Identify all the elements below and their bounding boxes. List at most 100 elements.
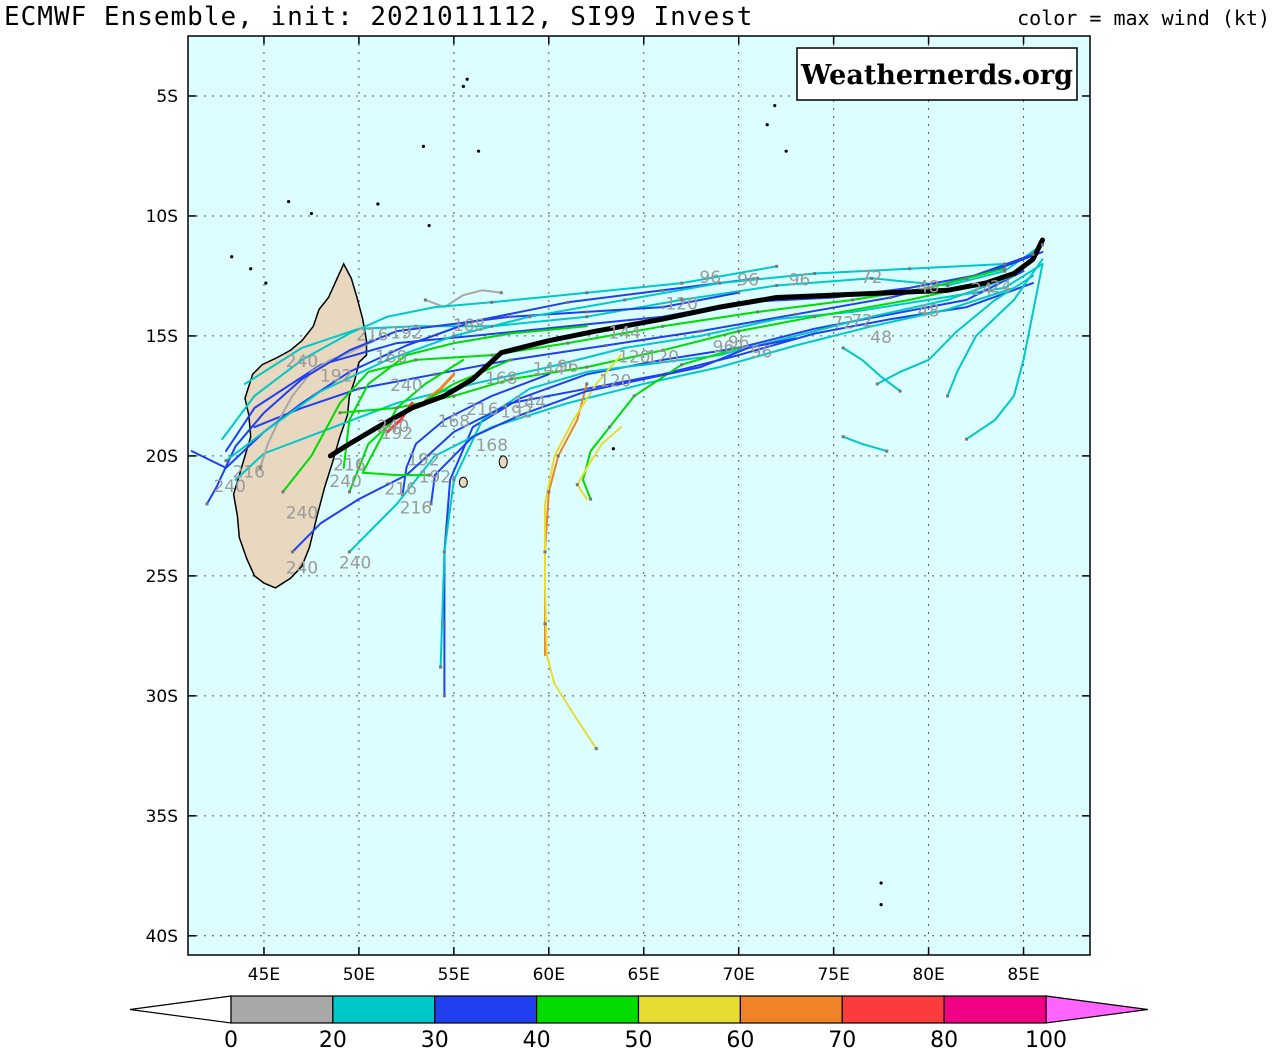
track-waypoint bbox=[414, 324, 418, 328]
forecast-hour-label: 240 bbox=[377, 417, 409, 437]
island bbox=[287, 199, 291, 204]
track-waypoint bbox=[585, 365, 589, 369]
track-waypoint bbox=[775, 284, 779, 288]
forecast-hour-label: 240 bbox=[286, 352, 318, 372]
ensemble-member-track bbox=[259, 339, 376, 469]
island bbox=[421, 144, 426, 148]
colorbar-bin bbox=[841, 995, 945, 1024]
lon-tick-label: 70E bbox=[723, 965, 755, 985]
track-waypoint bbox=[737, 291, 741, 295]
track-waypoint bbox=[927, 286, 931, 290]
forecast-hour-label: 240 bbox=[390, 376, 422, 396]
ensemble-member-track bbox=[225, 251, 1044, 453]
mauritius-island bbox=[498, 455, 508, 469]
track-waypoint bbox=[490, 324, 494, 328]
track-waypoint bbox=[528, 315, 532, 319]
track-waypoint bbox=[338, 411, 342, 415]
track-waypoint bbox=[1003, 262, 1007, 266]
colorbar-bin bbox=[332, 995, 436, 1024]
color-legend-caption: color = max wind (kt) bbox=[1017, 6, 1270, 30]
lat-tick-label: 25S bbox=[146, 567, 178, 587]
forecast-hour-label: 192 bbox=[407, 451, 439, 471]
ensemble-member-track bbox=[348, 286, 1015, 553]
ensemble-member-track bbox=[965, 263, 1044, 441]
lat-tick-label: 5S bbox=[156, 87, 178, 107]
forecast-hour-label: 72 bbox=[832, 314, 854, 334]
forecast-hour-label: 192 bbox=[500, 403, 532, 423]
ensemble-member-track bbox=[876, 274, 1034, 385]
forecast-hour-label: 120 bbox=[618, 347, 650, 367]
track-waypoint bbox=[889, 296, 893, 300]
track-waypoint bbox=[946, 284, 950, 288]
forecast-hour-label: 72 bbox=[861, 268, 883, 288]
watermark-box: Weathernerds.org bbox=[796, 47, 1078, 101]
forecast-hour-label: 96 bbox=[699, 268, 721, 288]
colorbar-label: 0 bbox=[224, 1028, 238, 1053]
ensemble-member-track bbox=[190, 277, 759, 469]
track-waypoint bbox=[813, 315, 817, 319]
track-waypoint bbox=[680, 363, 684, 367]
track-waypoint bbox=[433, 372, 437, 376]
colorbar-bin bbox=[434, 995, 538, 1024]
ensemble-member-track bbox=[342, 325, 588, 469]
island bbox=[784, 149, 788, 153]
forecast-hour-label: 48 bbox=[918, 302, 940, 322]
forecast-hour-label: 216 bbox=[384, 479, 416, 499]
ensemble-member-track bbox=[348, 358, 512, 493]
track-waypoint bbox=[414, 358, 418, 362]
colorbar-bin bbox=[637, 995, 741, 1024]
map-title: ECMWF Ensemble, init: 2021011112, SI99 I… bbox=[4, 2, 754, 32]
track-waypoint bbox=[1003, 269, 1007, 273]
track-waypoint bbox=[604, 344, 608, 348]
forecast-hour-label: 144 bbox=[609, 323, 641, 343]
track-waypoint bbox=[499, 291, 503, 295]
colorbar-label: 70 bbox=[828, 1028, 856, 1053]
track-waypoint bbox=[1003, 267, 1007, 271]
island bbox=[773, 103, 777, 108]
forecast-hour-label: 24 bbox=[990, 278, 1012, 298]
track-waypoint bbox=[737, 329, 741, 333]
map-frame bbox=[187, 35, 1091, 956]
track-waypoint bbox=[423, 298, 427, 302]
forecast-hour-label: 120 bbox=[665, 295, 697, 315]
ensemble-member-track bbox=[544, 354, 622, 750]
lat-tick-label: 30S bbox=[146, 687, 178, 707]
track-waypoint bbox=[224, 459, 228, 463]
track-waypoint bbox=[946, 394, 950, 398]
forecast-hour-label: 120 bbox=[599, 371, 631, 391]
island bbox=[230, 255, 234, 259]
track-waypoint bbox=[395, 406, 399, 410]
forecast-hour-label: 216 bbox=[333, 455, 365, 475]
lon-tick-label: 65E bbox=[628, 965, 660, 985]
island-markers bbox=[230, 77, 883, 907]
track-waypoint bbox=[442, 694, 446, 698]
track-waypoint bbox=[870, 276, 874, 280]
track-waypoint bbox=[794, 312, 798, 316]
track-waypoint bbox=[347, 490, 351, 494]
track-waypoint bbox=[290, 550, 294, 554]
track-waypoint bbox=[718, 281, 722, 285]
lon-tick-label: 80E bbox=[912, 965, 944, 985]
colorbar-bin bbox=[536, 995, 640, 1024]
track-waypoint bbox=[509, 315, 513, 319]
track-waypoint bbox=[813, 272, 817, 276]
colorbar-label: 60 bbox=[726, 1028, 754, 1053]
lon-tick-label: 45E bbox=[248, 965, 280, 985]
track-waypoint bbox=[965, 437, 969, 441]
track-waypoint bbox=[543, 622, 547, 626]
forecast-hour-label: 192 bbox=[390, 323, 422, 343]
forecast-hour-label: 216 bbox=[233, 463, 265, 483]
track-waypoint bbox=[429, 502, 433, 506]
forecast-hour-label: 120 bbox=[647, 347, 679, 367]
ensemble-member-track bbox=[430, 337, 797, 505]
island bbox=[264, 281, 268, 285]
island bbox=[476, 149, 481, 153]
forecast-hour-label: 96 bbox=[713, 338, 735, 358]
track-waypoint bbox=[566, 300, 570, 304]
lat-tick-label: 10S bbox=[146, 207, 178, 227]
forecast-hour-label: 96 bbox=[789, 271, 811, 291]
track-waypoint bbox=[699, 329, 703, 333]
ensemble-member-track bbox=[576, 426, 622, 501]
track-waypoint bbox=[439, 665, 443, 669]
